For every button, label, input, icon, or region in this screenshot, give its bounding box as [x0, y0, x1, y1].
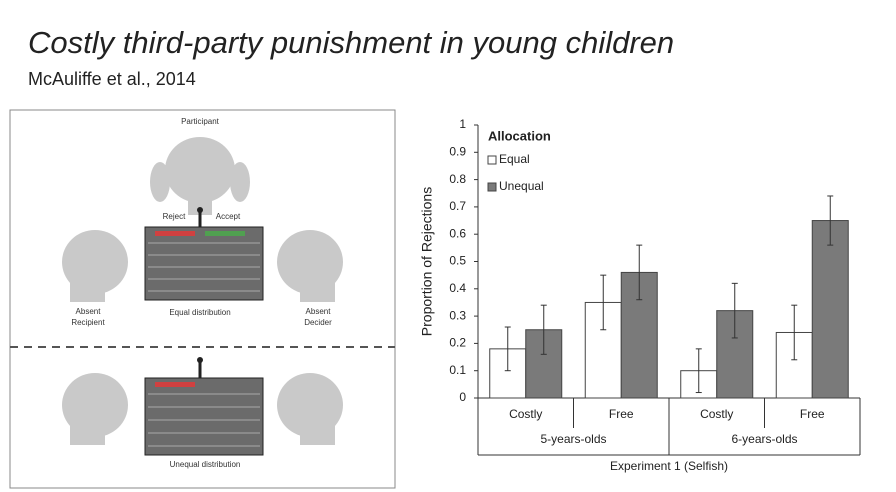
- legend-label: Unequal: [499, 179, 544, 193]
- x-tick-label: Costly: [509, 407, 542, 421]
- y-tick-label: 0.9: [449, 144, 466, 158]
- legend-label: Equal: [499, 152, 530, 166]
- diagram-label: Unequal distribution: [170, 460, 241, 469]
- diagram-label: Decider: [304, 318, 332, 327]
- legend-title: Allocation: [488, 128, 551, 143]
- x-tick-label: Free: [609, 407, 634, 421]
- legend-swatch: [487, 155, 497, 165]
- diagram-label: Participant: [181, 117, 220, 126]
- legend-swatch: [487, 182, 497, 192]
- y-tick-label: 1: [459, 117, 466, 131]
- y-tick-label: 0.2: [449, 336, 466, 350]
- y-tick-label: 0.3: [449, 308, 466, 322]
- y-tick-label: 0.4: [449, 281, 466, 295]
- y-tick-label: 0: [459, 390, 466, 404]
- y-tick-label: 0.1: [449, 363, 466, 377]
- y-tick-label: 0.5: [449, 254, 466, 268]
- diagram: Participant Reject Accept Absent Recipie…: [9, 109, 396, 489]
- diagram-label: Reject: [163, 212, 186, 221]
- slide-subtitle: McAuliffe et al., 2014: [28, 69, 196, 89]
- slide-title: Costly third-party punishment in young c…: [28, 25, 674, 60]
- heads: [62, 137, 343, 445]
- x-axis-label: Experiment 1 (Selfish): [610, 459, 728, 473]
- y-tick-label: 0.6: [449, 226, 466, 240]
- y-tick-label: 0.8: [449, 172, 466, 186]
- bar: [811, 220, 849, 399]
- diagram-label: Accept: [216, 212, 241, 221]
- group-label: 6-years-olds: [731, 432, 797, 446]
- diagram-label: Absent: [76, 307, 102, 316]
- group-label: 5-years-olds: [540, 432, 606, 446]
- y-axis-label: Proportion of Rejections: [419, 187, 435, 336]
- diagram-label: Recipient: [71, 318, 105, 327]
- machine-unequal: [144, 357, 264, 456]
- y-tick-label: 0.7: [449, 199, 466, 213]
- x-tick-label: Free: [800, 407, 825, 421]
- diagram-label: Equal distribution: [169, 308, 230, 317]
- machine-equal: [144, 207, 264, 301]
- diagram-label: Absent: [306, 307, 332, 316]
- x-tick-label: Costly: [700, 407, 733, 421]
